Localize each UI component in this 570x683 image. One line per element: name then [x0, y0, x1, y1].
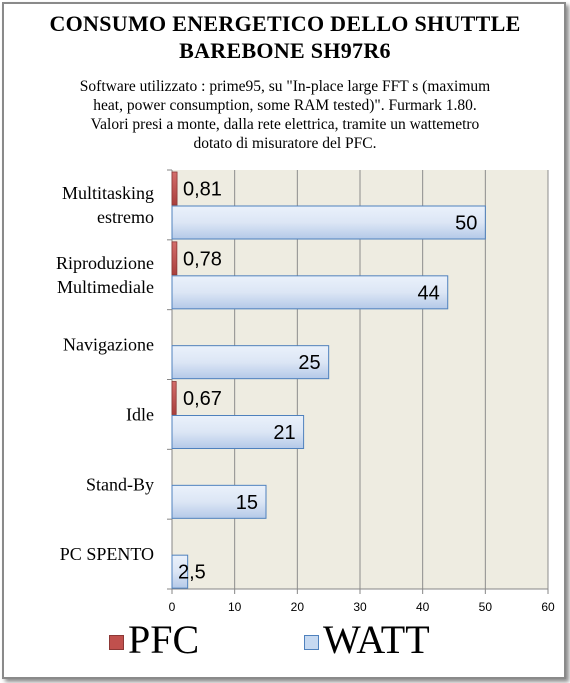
subtitle-line-1: Software utilizzato : prime95, su "In-pl…: [79, 78, 491, 95]
legend-label-watt: WATT: [323, 617, 430, 662]
x-tick-label: 40: [416, 600, 430, 614]
data-label-watt: 44: [417, 282, 439, 304]
category-label: Navigazione: [63, 335, 154, 355]
data-label-watt: 50: [455, 213, 477, 235]
category-label: Multitasking: [62, 183, 154, 203]
bar-watt: [171, 205, 486, 240]
data-label-watt: 2,5: [178, 562, 206, 584]
data-label-watt: 15: [236, 492, 258, 514]
chart-title-line-2: BAREBONE SH97R6: [179, 38, 391, 63]
legend-label-pfc: PFC: [128, 617, 200, 662]
bar-pfc: [171, 241, 178, 276]
category-label: Stand-By: [86, 474, 154, 494]
bar-watt: [171, 415, 305, 449]
category-label: Riproduzione: [56, 253, 154, 273]
subtitle-line-4: dotato di misuratore del PFC.: [193, 135, 377, 152]
category-label: PC SPENTO: [60, 544, 154, 564]
category-label: Idle: [126, 404, 154, 424]
x-tick-label: 50: [479, 600, 493, 614]
bar-watt: [171, 275, 449, 310]
bar-watt: [171, 554, 189, 589]
x-tick-label: 10: [228, 600, 242, 614]
bar-watt: [171, 484, 267, 519]
legend-swatch-watt: [304, 635, 319, 650]
bar-pfc: [171, 381, 177, 415]
bar-watt: [171, 345, 330, 380]
x-tick-label: 60: [541, 600, 555, 614]
data-label-watt: 25: [298, 352, 320, 374]
subtitle-line-2: heat, power consumption, some RAM tested…: [93, 97, 477, 114]
chart-subtitle: Software utilizzato : prime95, su "In-pl…: [20, 77, 550, 153]
bar-pfc: [171, 171, 178, 206]
x-tick-label: 0: [169, 600, 176, 614]
chart-title: CONSUMO ENERGETICO DELLO SHUTTLE BAREBON…: [0, 10, 570, 64]
category-label: Multimediale: [57, 277, 154, 297]
data-label-pfc: 0,78: [183, 248, 222, 270]
x-tick-label: 30: [353, 600, 367, 614]
data-label-pfc: 0,67: [183, 388, 222, 410]
category-label: estremo: [97, 207, 154, 227]
data-label-pfc: 0,81: [183, 179, 222, 201]
x-tick-label: 20: [291, 600, 305, 614]
legend-swatch-pfc: [109, 635, 124, 650]
subtitle-line-3: Valori presi a monte, dalla rete elettri…: [90, 116, 480, 133]
chart-title-line-1: CONSUMO ENERGETICO DELLO SHUTTLE: [49, 11, 521, 36]
data-label-watt: 21: [273, 422, 295, 444]
